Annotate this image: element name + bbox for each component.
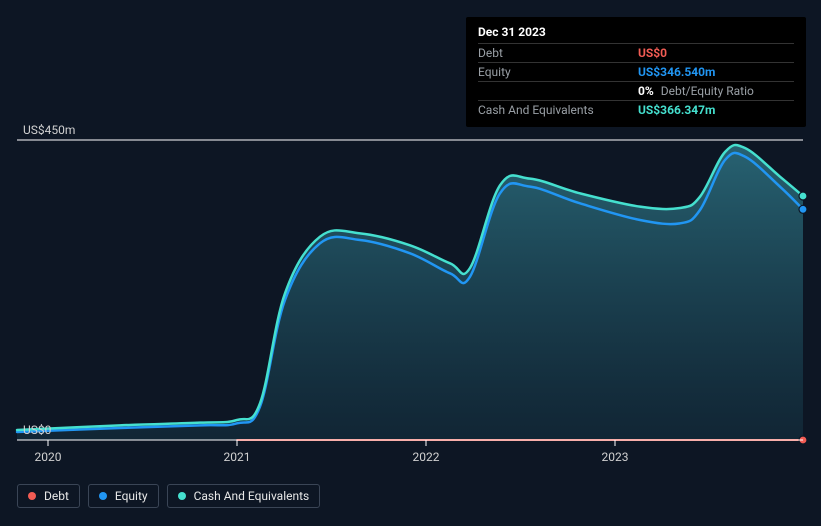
legend-label: Equity (115, 489, 148, 503)
tooltip-row: 0% Debt/Equity Ratio (478, 81, 794, 100)
tooltip-row-label: Cash And Equivalents (478, 103, 638, 117)
chart-tooltip: Dec 31 2023 DebtUS$0EquityUS$346.540m0% … (466, 17, 806, 127)
tooltip-date: Dec 31 2023 (478, 25, 794, 39)
legend-label: Debt (44, 489, 69, 503)
legend-item-cash-and-equivalents[interactable]: Cash And Equivalents (167, 484, 321, 508)
tooltip-row: Cash And EquivalentsUS$366.347m (478, 100, 794, 119)
legend-dot-icon (178, 492, 186, 500)
legend-dot-icon (28, 492, 36, 500)
tooltip-row-value: US$366.347m (638, 103, 715, 117)
tooltip-row-value: US$346.540m (638, 65, 715, 79)
tooltip-row-label: Debt (478, 46, 638, 60)
end-marker-equity (799, 205, 807, 213)
tooltip-row: DebtUS$0 (478, 43, 794, 62)
tooltip-row-value: 0% Debt/Equity Ratio (638, 84, 754, 98)
tooltip-row-value: US$0 (638, 46, 667, 60)
tooltip-row-label (478, 84, 638, 98)
y-axis-min-label: US$0 (23, 423, 51, 437)
y-axis-max-label: US$450m (23, 123, 75, 137)
x-axis-label: 2021 (224, 450, 251, 464)
x-axis-label: 2023 (602, 450, 629, 464)
legend-label: Cash And Equivalents (194, 489, 310, 503)
x-axis-label: 2020 (35, 450, 62, 464)
financials-chart: US$450m US$0 2020 2021 2022 2023 Dec 31 202… (0, 0, 821, 526)
tooltip-row-label: Equity (478, 65, 638, 79)
legend-item-equity[interactable]: Equity (88, 484, 159, 508)
end-marker-cash-and-equivalents (799, 192, 807, 200)
x-axis-label: 2022 (413, 450, 440, 464)
legend-dot-icon (99, 492, 107, 500)
tooltip-row-suffix: Debt/Equity Ratio (658, 84, 754, 98)
legend-item-debt[interactable]: Debt (17, 484, 80, 508)
chart-legend: Debt Equity Cash And Equivalents (17, 484, 320, 508)
area-cash (17, 145, 803, 440)
tooltip-row: EquityUS$346.540m (478, 62, 794, 81)
